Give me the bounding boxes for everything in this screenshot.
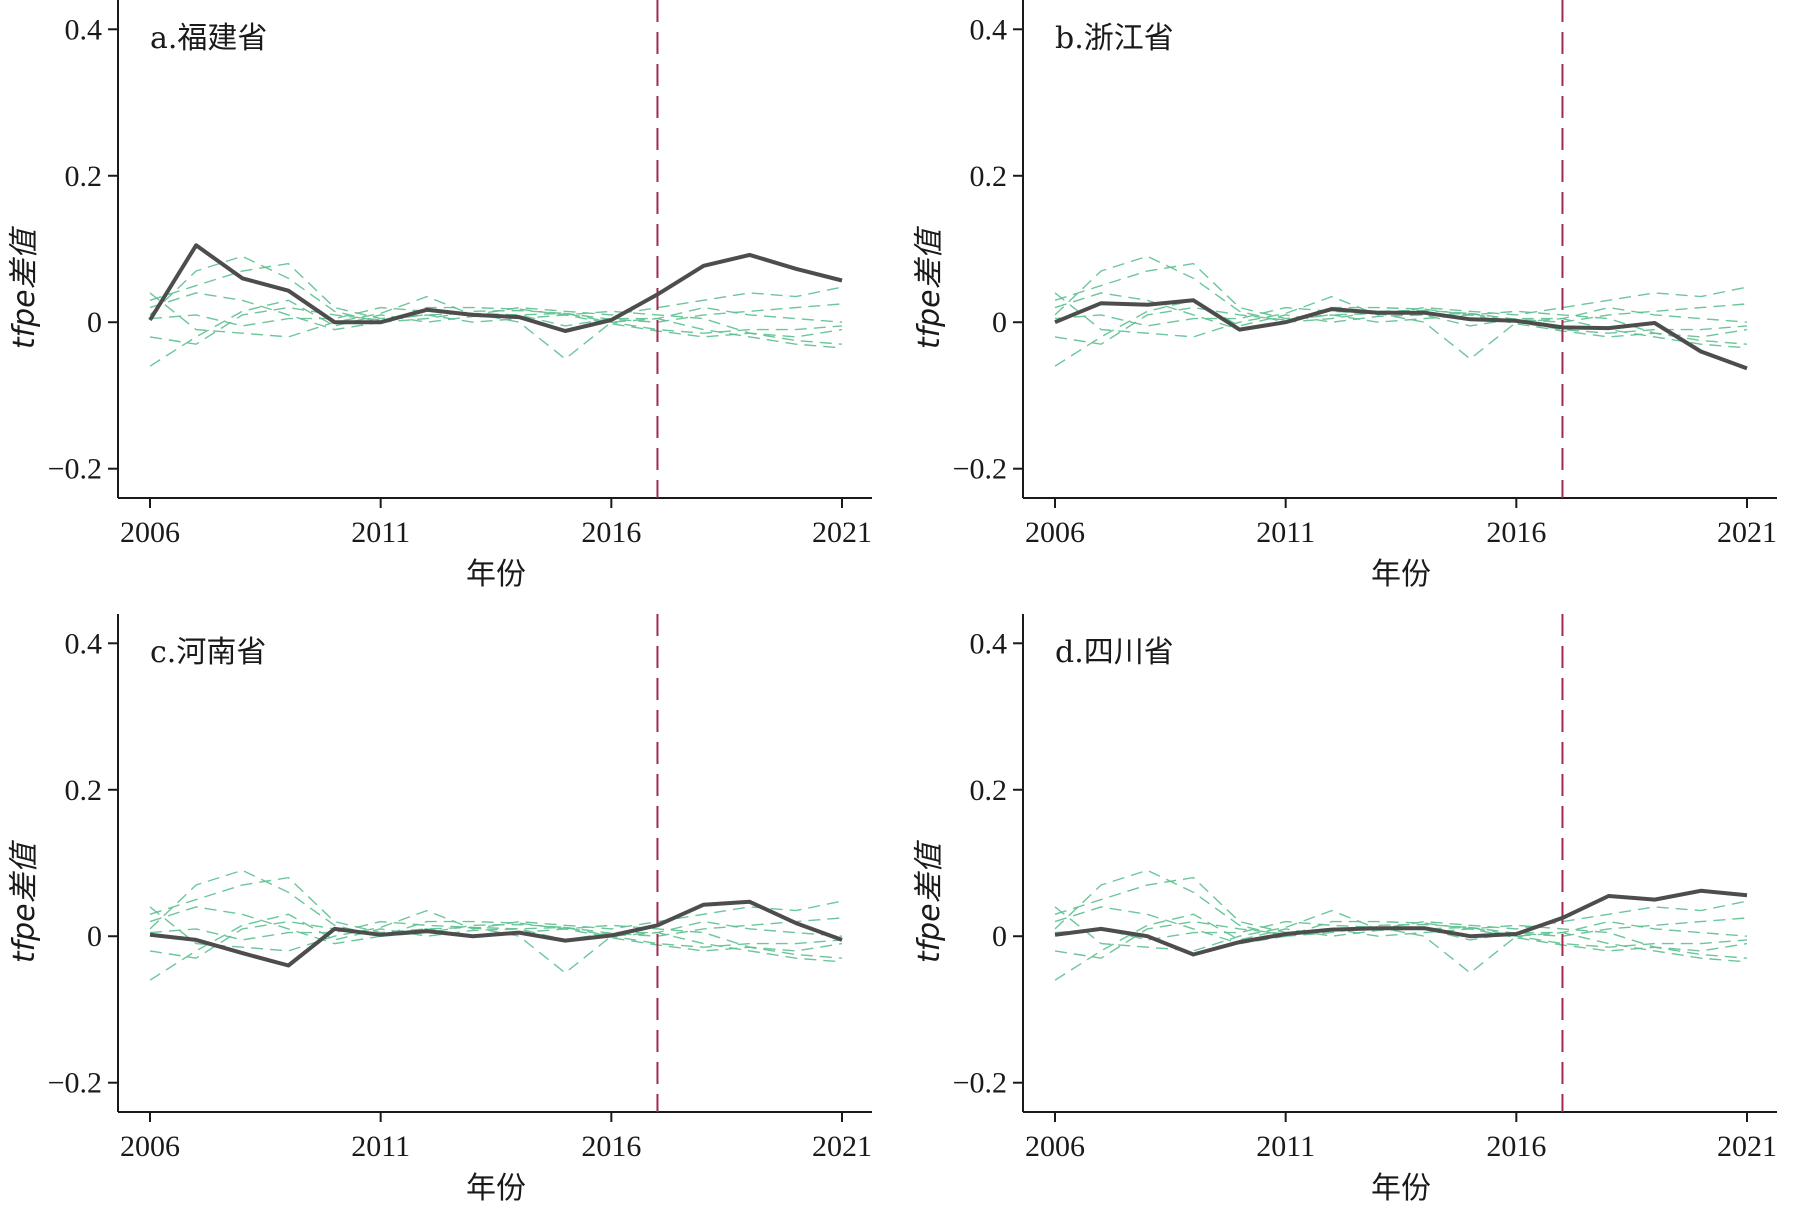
y-axis-title: tfpe差值: [7, 839, 42, 963]
y-tick-label: 0.2: [970, 160, 1008, 193]
placebo-line: [149, 299, 843, 367]
y-tick-label: −0.2: [953, 453, 1007, 486]
placebo-line: [149, 876, 843, 937]
placebo-line: [149, 306, 843, 345]
placebo-line: [149, 913, 843, 981]
panel-title: b.浙江省: [1055, 21, 1174, 56]
x-tick-label: 2006: [1025, 1130, 1085, 1163]
y-tick-label: 0: [87, 920, 102, 953]
chart-svg: 0.4 0.2 0 −0.2 2006 2011 2016 2021 年份 tfpe差值 d.四川省: [912, 614, 1777, 1206]
placebo-line: [1054, 913, 1748, 981]
placebo-line: [1054, 900, 1748, 952]
placebo-line: [1054, 292, 1748, 338]
y-tick-label: 0: [992, 920, 1007, 953]
panel-a-fujian: 0.4 0.2 0 −0.2 2006 2011 2016 2021 年份 tfpe差值 a.福建省: [0, 0, 905, 614]
x-tick-label: 2021: [812, 516, 872, 549]
y-tick-label: 0.2: [65, 160, 103, 193]
y-tick-label: 0.2: [65, 774, 103, 807]
x-tick-label: 2006: [120, 516, 180, 549]
treated-province-line: [149, 899, 843, 968]
x-tick-label: 2021: [1717, 1130, 1777, 1163]
placebo-line: [1054, 306, 1748, 360]
x-tick-label: 2016: [581, 516, 641, 549]
chart-svg: 0.4 0.2 0 −0.2 2006 2011 2016 2021 年份 tfpe差值 b.浙江省: [912, 0, 1777, 592]
x-tick-label: 2006: [120, 1130, 180, 1163]
chart-svg: 0.4 0.2 0 −0.2 2006 2011 2016 2021 年份 tfpe差值 c.河南省: [7, 614, 872, 1206]
treated-province-line: [1054, 888, 1748, 957]
panel-c-henan: 0.4 0.2 0 −0.2 2006 2011 2016 2021 年份 tfpe差值 c.河南省: [0, 614, 905, 1228]
x-tick-label: 2016: [581, 1130, 641, 1163]
y-axis-title: tfpe差值: [912, 225, 947, 349]
y-axis-title: tfpe差值: [912, 839, 947, 963]
x-axis-title: 年份: [1371, 557, 1431, 592]
panel-b-zhejiang: 0.4 0.2 0 −0.2 2006 2011 2016 2021 年份 tfpe差值 b.浙江省: [905, 0, 1810, 614]
x-tick-label: 2011: [351, 516, 410, 549]
placebo-line: [149, 292, 843, 338]
y-tick-label: 0.2: [970, 774, 1008, 807]
x-tick-label: 2021: [1717, 516, 1777, 549]
placebo-line: [1054, 306, 1748, 345]
y-tick-label: −0.2: [953, 1067, 1007, 1100]
x-tick-label: 2016: [1486, 516, 1546, 549]
x-axis-title: 年份: [466, 557, 526, 592]
placebo-line: [149, 262, 843, 323]
placebo-line: [1054, 920, 1748, 974]
y-tick-label: −0.2: [48, 1067, 102, 1100]
placebo-line: [149, 920, 843, 974]
panel-d-sichuan: 0.4 0.2 0 −0.2 2006 2011 2016 2021 年份 tfpe差值 d.四川省: [905, 614, 1810, 1228]
y-tick-label: 0.4: [970, 13, 1008, 46]
placebo-line: [149, 900, 843, 952]
y-tick-label: 0.4: [65, 627, 103, 660]
x-tick-label: 2011: [351, 1130, 410, 1163]
y-tick-label: 0.4: [65, 13, 103, 46]
placebo-line: [149, 286, 843, 338]
x-tick-label: 2006: [1025, 516, 1085, 549]
x-axis-title: 年份: [466, 1171, 526, 1206]
chart-svg: 0.4 0.2 0 −0.2 2006 2011 2016 2021 年份 tfpe差值 a.福建省: [7, 0, 872, 592]
placebo-line: [1054, 920, 1748, 959]
y-tick-label: 0.4: [970, 627, 1008, 660]
placebo-line: [149, 906, 843, 952]
treated-province-line: [148, 243, 843, 333]
placebo-line: [1054, 906, 1748, 952]
x-axis-title: 年份: [1371, 1171, 1431, 1206]
panel-title: a.福建省: [150, 21, 267, 56]
y-tick-label: 0: [87, 306, 102, 339]
treated-province-line: [1054, 298, 1748, 371]
x-tick-label: 2011: [1256, 1130, 1315, 1163]
placebo-line: [149, 920, 843, 959]
x-tick-label: 2021: [812, 1130, 872, 1163]
x-tick-label: 2016: [1486, 1130, 1546, 1163]
panel-title: d.四川省: [1055, 635, 1174, 670]
panel-title: c.河南省: [150, 635, 266, 670]
x-tick-label: 2011: [1256, 516, 1315, 549]
y-tick-label: 0: [992, 306, 1007, 339]
y-axis-title: tfpe差值: [7, 225, 42, 349]
y-tick-label: −0.2: [48, 453, 102, 486]
placebo-line: [1054, 299, 1748, 367]
